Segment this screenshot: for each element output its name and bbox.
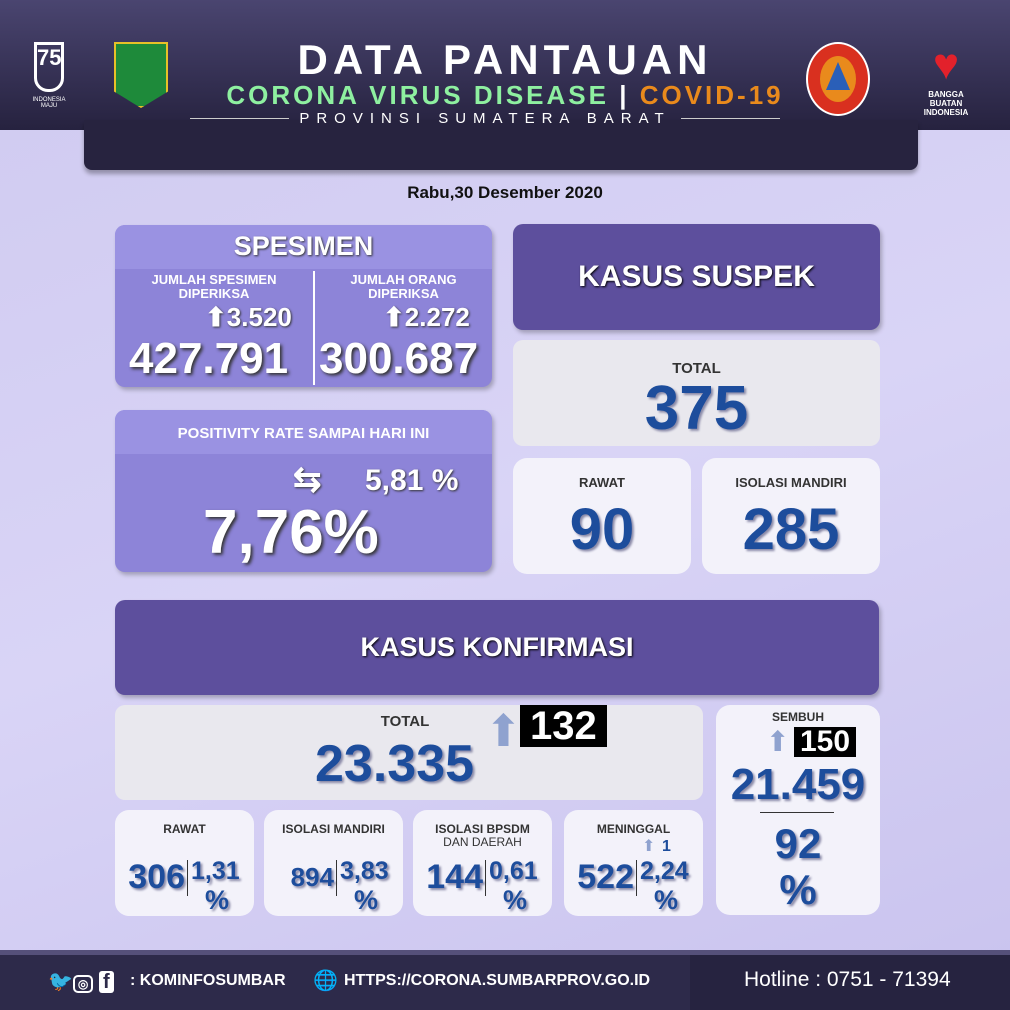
footer-url[interactable]: HTTPS://CORONA.SUMBARPROV.GO.ID: [344, 972, 651, 989]
bpbd-logo: [806, 42, 870, 116]
up-arrow-icon: ⬆: [485, 707, 522, 756]
spesimen-col2-value: 300.687: [319, 334, 479, 383]
sembuh-increase: 150: [794, 727, 857, 757]
suspek-isolasi-card: ISOLASI MANDIRI 285: [702, 458, 880, 574]
swap-arrows-icon: ⇆: [293, 461, 322, 499]
indonesia-maju-logo: 75: [34, 42, 64, 92]
konfirmasi-total-card: TOTAL 23.335 ⬆ 132: [115, 705, 703, 800]
item-label: ISOLASI BPSDM: [435, 822, 530, 836]
social-icons: 🐦 ◎ f: [48, 969, 114, 994]
item-pct: 1,31: [191, 857, 240, 885]
konfirmasi-item-card: ISOLASI MANDIRI 894 3,83 %: [264, 810, 403, 916]
subtitle-covid: COVID-19: [639, 80, 784, 110]
item-pct: 3,83: [340, 857, 389, 885]
spesimen-col1-increase: ⬆3.520: [205, 302, 292, 332]
item-value: 522: [577, 858, 634, 896]
konfirmasi-title: KASUS KONFIRMASI: [115, 600, 879, 695]
subtitle-disease: CORONA VIRUS DISEASE: [226, 80, 609, 110]
province-line: PROVINSI SUMATERA BARAT: [190, 110, 781, 127]
bangga-buatan-text: BANGGA BUATAN INDONESIA: [923, 90, 969, 117]
spesimen-col1-value: 427.791: [129, 334, 289, 383]
suspek-total-label: TOTAL: [672, 360, 721, 377]
suspek-title: KASUS SUSPEK: [513, 224, 880, 330]
indonesia-maju-text: INDONESIA MAJU: [32, 97, 66, 109]
header-tab: [84, 120, 918, 170]
spesimen-col2-increase: ⬆2.272: [383, 302, 470, 332]
facebook-icon[interactable]: f: [98, 971, 114, 993]
item-label: RAWAT: [163, 822, 206, 836]
spesimen-col1-label: JUMLAH SPESIMEN DIPERIKSA: [151, 272, 277, 301]
item-value: 306: [128, 858, 185, 896]
page-title: DATA PANTAUAN: [297, 36, 713, 83]
province-text: PROVINSI SUMATERA BARAT: [299, 110, 671, 127]
sembuh-pct-sign: %: [779, 866, 817, 913]
report-date: Rabu,30 Desember 2020: [407, 183, 603, 202]
footer: 🐦 ◎ f : KOMINFOSUMBAR 🌐 HTTPS://CORONA.SU…: [0, 950, 1010, 1010]
spesimen-title: SPESIMEN: [115, 225, 492, 269]
positivity-card: POSITIVITY RATE SAMPAI HARI INI ⇆ 5,81 %…: [115, 410, 492, 572]
item-pct-sign: %: [503, 885, 528, 915]
spesimen-card: SPESIMEN JUMLAH SPESIMEN DIPERIKSA ⬆3.52…: [115, 225, 492, 387]
page-subtitle: CORONA VIRUS DISEASE | COVID-19: [226, 80, 784, 110]
item-label: ISOLASI MANDIRI: [282, 822, 385, 836]
twitter-icon[interactable]: 🐦: [48, 971, 73, 993]
konfirmasi-increase: 132: [520, 705, 607, 747]
footer-hotline: Hotline : 0751 - 71394: [744, 968, 951, 991]
up-arrow-icon: ⬆: [642, 838, 656, 855]
suspek-isolasi-value: 285: [742, 497, 840, 562]
suspek-rawat-card: RAWAT 90: [513, 458, 691, 574]
up-arrow-icon: ⬆: [766, 726, 790, 757]
footer-handle: : KOMINFOSUMBAR: [130, 972, 286, 989]
suspek-rawat-label: RAWAT: [579, 475, 625, 490]
item-pct-sign: %: [354, 885, 379, 915]
positivity-value: 7,76%: [203, 498, 379, 567]
item-label: MENINGGAL: [596, 822, 671, 836]
suspek-isolasi-label: ISOLASI MANDIRI: [735, 475, 847, 490]
item-pct: 2,24: [640, 857, 689, 885]
suspek-total-card: TOTAL 375: [513, 340, 880, 446]
konfirmasi-item-card: ISOLASI BPSDM DAN DAERAH 144 0,61 %: [413, 810, 552, 916]
suspek-rawat-value: 90: [569, 497, 635, 562]
sumatera-barat-emblem: [114, 42, 168, 108]
instagram-icon[interactable]: ◎: [72, 975, 94, 993]
item-increase: 1: [662, 838, 671, 855]
positivity-title: POSITIVITY RATE SAMPAI HARI INI: [115, 410, 492, 454]
globe-icon: 🌐: [313, 970, 338, 992]
positivity-previous: 5,81 %: [365, 464, 459, 497]
item-sublabel: DAN DAERAH: [443, 835, 522, 849]
sembuh-pct: 92: [774, 820, 822, 867]
spesimen-col2-label: JUMLAH ORANG DIPERIKSA: [350, 272, 457, 301]
item-pct-sign: %: [654, 885, 679, 915]
konfirmasi-item-card: RAWAT 306 1,31 %: [115, 810, 254, 916]
item-pct-sign: %: [205, 885, 230, 915]
sembuh-value: 21.459: [730, 760, 866, 809]
item-value: 894: [290, 862, 334, 892]
konfirmasi-total-label: TOTAL: [380, 713, 430, 730]
konfirmasi-total-value: 23.335: [315, 735, 475, 793]
heart-logo: ♥: [932, 40, 960, 89]
item-pct: 0,61: [489, 857, 538, 885]
sembuh-card: SEMBUH ⬆ 150 21.459 92 %: [716, 705, 880, 915]
suspek-total-value: 375: [644, 374, 749, 443]
konfirmasi-item-card: MENINGGAL ⬆ 1 522 2,24 %: [564, 810, 703, 916]
item-value: 144: [426, 858, 483, 896]
sembuh-label: SEMBUH: [771, 710, 824, 724]
